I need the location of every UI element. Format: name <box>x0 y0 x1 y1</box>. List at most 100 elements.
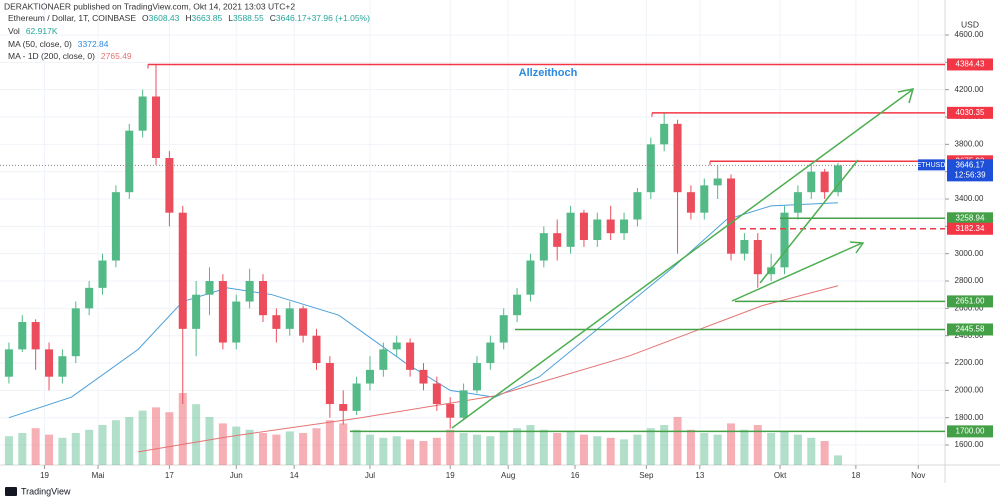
volume-bar <box>192 404 201 465</box>
volume-bar <box>459 433 468 465</box>
currency: USD <box>961 19 979 29</box>
volume-bar <box>486 436 495 465</box>
volume-bar <box>339 423 348 465</box>
candle-body <box>740 240 749 254</box>
candle-body <box>192 294 201 329</box>
level-label: 2651.00 <box>956 296 985 305</box>
candle-body <box>18 322 27 350</box>
volume-bar <box>165 412 174 465</box>
ma50-line <box>8 202 839 419</box>
x-tick-label: Jun <box>230 471 243 480</box>
volume-bar <box>85 429 94 465</box>
ohlc-value: +37.96 (+1.05%) <box>307 13 370 23</box>
ohlc-value: 3608.43 <box>149 13 180 23</box>
candle-body <box>686 192 695 213</box>
volume-bar <box>152 407 161 465</box>
vol-value: 62.917K <box>26 26 58 36</box>
volume-bar <box>4 436 13 465</box>
y-tick-label: 3400.00 <box>955 194 984 203</box>
ohlc-key: C <box>270 13 276 23</box>
candle-body <box>753 240 762 275</box>
volume-bar <box>218 423 227 465</box>
volume-bar <box>419 441 428 465</box>
level-label-box <box>947 58 993 71</box>
volume-bar <box>646 428 655 465</box>
volume-bar <box>232 426 241 465</box>
annotation: Allzeithoch <box>519 67 578 79</box>
level-label-box <box>947 323 993 336</box>
volume-bar <box>18 433 27 465</box>
x-tick-label: 19 <box>40 471 49 480</box>
volume-bar <box>606 437 615 465</box>
x-tick-label: 19 <box>446 471 455 480</box>
candle-body <box>820 171 829 193</box>
candle-body <box>339 404 348 411</box>
candle-body <box>472 363 481 391</box>
volume-bar <box>31 428 40 465</box>
candle-body <box>593 219 602 241</box>
candle-body <box>272 315 281 329</box>
volume-bar <box>98 425 107 465</box>
logo: TradingView <box>21 486 71 496</box>
candle-body <box>633 192 642 220</box>
x-tick-label: 13 <box>695 471 704 480</box>
candle-body <box>834 165 843 193</box>
candle-body <box>138 96 147 131</box>
level-label: 4030.35 <box>956 108 985 117</box>
volume-bar <box>111 420 120 465</box>
candle-body <box>165 158 174 213</box>
volume-bar <box>780 431 789 465</box>
ma200-line: MA - 1D (200, close, 0) 2765.49 <box>8 51 132 61</box>
volume-bar <box>178 393 187 465</box>
ma50-label: MA (50, close, 0) <box>8 39 72 49</box>
candle-body <box>218 281 227 343</box>
candle-body <box>646 144 655 193</box>
y-tick-label: 2000.00 <box>955 385 984 394</box>
volume-bar <box>834 455 843 465</box>
candle-body <box>780 212 789 268</box>
volume-bar <box>312 428 321 465</box>
volume-bar <box>392 436 401 465</box>
volume-bar <box>566 431 575 465</box>
candle-body <box>365 369 374 384</box>
volume-bar <box>258 433 268 465</box>
symbol-label: ETHUSD <box>917 162 946 169</box>
candle-body <box>553 233 562 247</box>
candle-body <box>85 287 94 309</box>
candle-body <box>4 349 13 377</box>
last-price-box <box>947 159 993 182</box>
symbol-line: Ethereum / Dollar, 1T, COINBASE O3608.43 H… <box>8 13 370 23</box>
candle-body <box>793 192 802 213</box>
volume-bar <box>539 429 548 465</box>
candle-body <box>245 281 254 302</box>
volume-bar <box>660 425 669 465</box>
candle-body <box>432 383 441 405</box>
volume-bar <box>285 431 294 465</box>
candle-body <box>98 260 107 288</box>
candle-body <box>111 192 120 261</box>
level-label: 1700.00 <box>956 426 985 435</box>
volume-pane <box>4 393 843 465</box>
volume-bar <box>325 420 334 465</box>
volume-bar <box>727 423 736 465</box>
level-label: 3258.94 <box>956 213 985 222</box>
volume-bar <box>633 434 642 465</box>
x-tick-label: 14 <box>290 471 299 480</box>
volume-bar <box>125 417 134 465</box>
candle-body <box>660 123 669 145</box>
candle-body <box>713 178 722 186</box>
candle-body <box>285 308 294 329</box>
y-tick-label: 3800.00 <box>955 139 984 148</box>
logo-icon <box>5 487 17 496</box>
y-tick-label: 2800.00 <box>955 276 984 285</box>
volume-bar <box>593 436 602 465</box>
volume-bar <box>352 429 361 465</box>
volume-bar <box>526 425 535 465</box>
volume-bar <box>513 428 522 465</box>
candle-body <box>178 212 187 329</box>
x-tick-label: Aug <box>501 471 515 480</box>
volume-bar <box>272 434 281 465</box>
candle-body <box>566 212 575 247</box>
trend-line <box>451 89 913 429</box>
volume-bar <box>713 434 722 465</box>
